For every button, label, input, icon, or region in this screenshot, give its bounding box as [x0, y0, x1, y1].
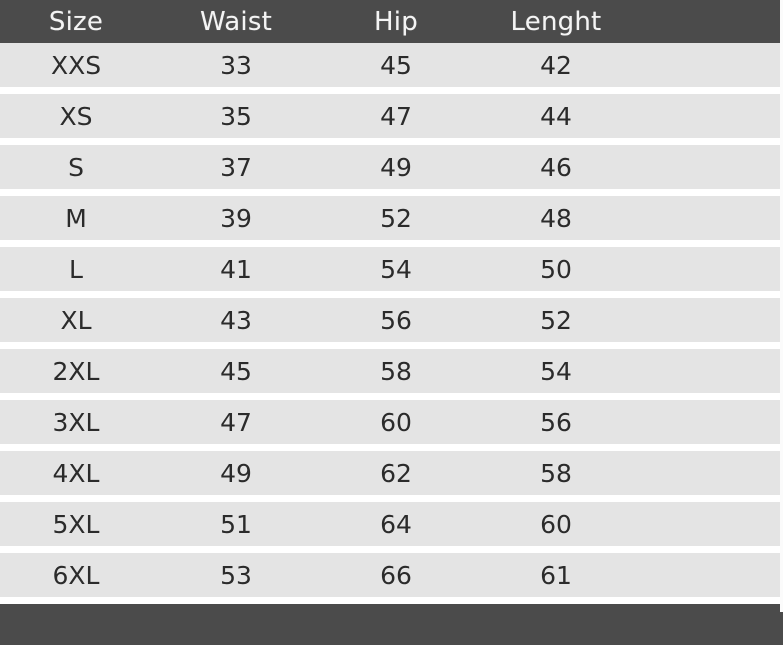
cell-waist: 35	[220, 101, 252, 131]
cell-hip: 47	[380, 101, 412, 131]
cell-hip: 66	[380, 560, 412, 590]
table-row: S 37 49 46	[0, 145, 783, 189]
cell-size: M	[65, 203, 87, 233]
cell-size: 5XL	[52, 509, 100, 539]
table-row: 5XL 51 64 60	[0, 502, 783, 546]
cell-length: 61	[540, 560, 572, 590]
table-row: XL 43 56 52	[0, 298, 783, 342]
cell-waist: 39	[220, 203, 252, 233]
cell-hip: 54	[380, 254, 412, 284]
cell-length: 44	[540, 101, 572, 131]
table-row: XS 35 47 44	[0, 94, 783, 138]
table-row: 4XL 49 62 58	[0, 451, 783, 495]
table-row: 6XL 53 66 61	[0, 553, 783, 597]
cell-waist: 49	[220, 458, 252, 488]
table-footer-bar	[0, 604, 783, 645]
cell-hip: 62	[380, 458, 412, 488]
cell-hip: 52	[380, 203, 412, 233]
cell-hip: 60	[380, 407, 412, 437]
cell-size: XS	[59, 101, 93, 131]
cell-waist: 37	[220, 152, 252, 182]
cell-length: 54	[540, 356, 572, 386]
cell-size: XXS	[50, 50, 102, 80]
cell-waist: 47	[220, 407, 252, 437]
cell-waist: 41	[220, 254, 252, 284]
cell-waist: 43	[220, 305, 252, 335]
cell-size: 3XL	[52, 407, 100, 437]
cell-size: 2XL	[52, 356, 100, 386]
cell-size: 6XL	[52, 560, 100, 590]
cell-length: 60	[540, 509, 572, 539]
table-row: L 41 54 50	[0, 247, 783, 291]
cell-length: 52	[540, 305, 572, 335]
cell-hip: 56	[380, 305, 412, 335]
cell-hip: 64	[380, 509, 412, 539]
column-header-size: Size	[48, 6, 104, 37]
cell-hip: 45	[380, 50, 412, 80]
right-edge-strip	[780, 0, 783, 612]
cell-size: S	[68, 152, 84, 182]
cell-size: XL	[60, 305, 92, 335]
column-header-length: Lenght	[510, 6, 602, 37]
table-row: 2XL 45 58 54	[0, 349, 783, 393]
cell-hip: 49	[380, 152, 412, 182]
cell-waist: 45	[220, 356, 252, 386]
cell-length: 56	[540, 407, 572, 437]
table-row: XXS 33 45 42	[0, 43, 783, 87]
table-header-row: Size Waist Hip Lenght	[0, 0, 783, 43]
cell-waist: 53	[220, 560, 252, 590]
cell-length: 42	[540, 50, 572, 80]
column-header-waist: Waist	[200, 6, 272, 37]
table-row: 3XL 47 60 56	[0, 400, 783, 444]
table-row: M 39 52 48	[0, 196, 783, 240]
cell-waist: 33	[220, 50, 252, 80]
cell-size: L	[69, 254, 83, 284]
cell-length: 48	[540, 203, 572, 233]
cell-length: 58	[540, 458, 572, 488]
cell-waist: 51	[220, 509, 252, 539]
column-header-hip: Hip	[374, 6, 418, 37]
cell-size: 4XL	[52, 458, 100, 488]
cell-hip: 58	[380, 356, 412, 386]
cell-length: 46	[540, 152, 572, 182]
cell-length: 50	[540, 254, 572, 284]
